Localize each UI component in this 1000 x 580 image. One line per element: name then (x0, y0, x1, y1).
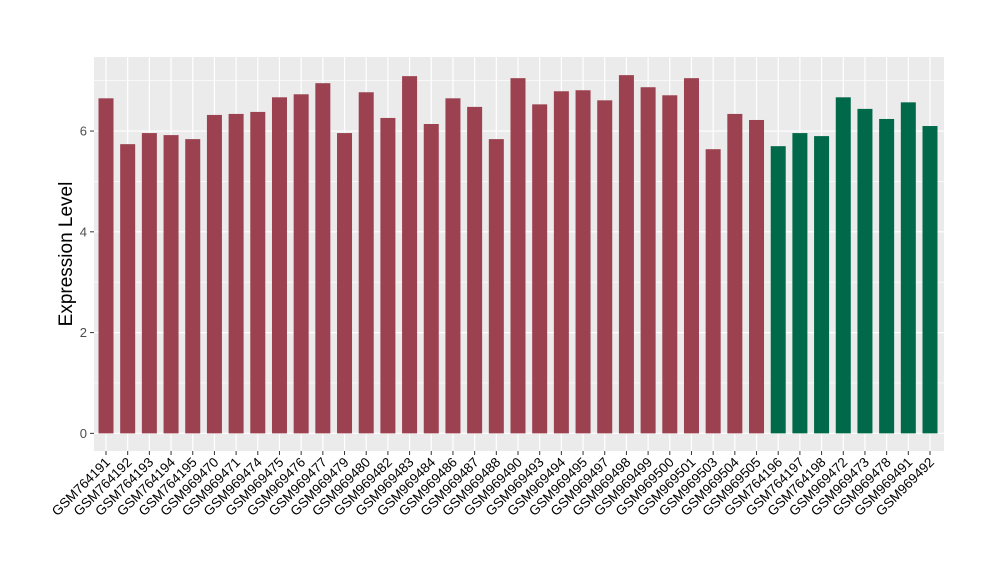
bar-GSM764192 (120, 144, 136, 434)
bar-GSM969473 (857, 108, 873, 434)
bar-GSM969493 (532, 104, 548, 434)
bars (98, 75, 938, 434)
bar-GSM969501 (683, 78, 699, 434)
y-tick-label: 2 (80, 325, 87, 340)
bar-GSM969477 (315, 83, 331, 434)
bar-GSM969478 (879, 118, 895, 434)
bar-GSM969483 (402, 76, 418, 434)
bar-GSM969484 (423, 124, 439, 434)
bar-GSM764194 (163, 135, 179, 434)
y-tick-label: 0 (80, 426, 87, 441)
bar-GSM764195 (185, 139, 201, 434)
bar-GSM969474 (250, 111, 266, 434)
bar-GSM969470 (206, 114, 222, 434)
bar-GSM969471 (228, 113, 244, 434)
bar-GSM969497 (597, 100, 613, 434)
bar-GSM969479 (337, 133, 353, 434)
bar-GSM969499 (640, 87, 656, 434)
bar-GSM969500 (662, 95, 678, 434)
bar-GSM969490 (510, 78, 526, 434)
bar-GSM969492 (922, 126, 938, 434)
bar-GSM764191 (98, 98, 114, 434)
bar-GSM969503 (705, 149, 721, 434)
bar-GSM969494 (553, 91, 569, 434)
bar-GSM969505 (749, 119, 765, 434)
bar-GSM764193 (141, 133, 157, 434)
bar-GSM969486 (445, 98, 461, 434)
bar-GSM969491 (900, 102, 916, 434)
bar-GSM764196 (770, 146, 786, 434)
bar-GSM969488 (488, 139, 504, 434)
bar-GSM969498 (618, 75, 634, 434)
bar-GSM969482 (380, 117, 396, 434)
y-axis-label: Expression Level (56, 182, 77, 327)
y-tick-label: 6 (80, 124, 87, 139)
bar-GSM764197 (792, 133, 808, 434)
bar-GSM969487 (467, 106, 483, 434)
bar-GSM969475 (271, 97, 287, 434)
bar-GSM969476 (293, 94, 309, 434)
y-axis: 0 2 4 6 (80, 124, 94, 441)
bar-GSM969504 (727, 113, 743, 434)
bar-GSM969480 (358, 92, 374, 434)
x-axis: GSM764191GSM764192GSM764193GSM764194GSM7… (49, 451, 937, 519)
bar-GSM764198 (814, 136, 830, 434)
bar-GSM969472 (835, 97, 851, 434)
bar-GSM969495 (575, 90, 591, 434)
y-tick-label: 4 (80, 224, 87, 239)
